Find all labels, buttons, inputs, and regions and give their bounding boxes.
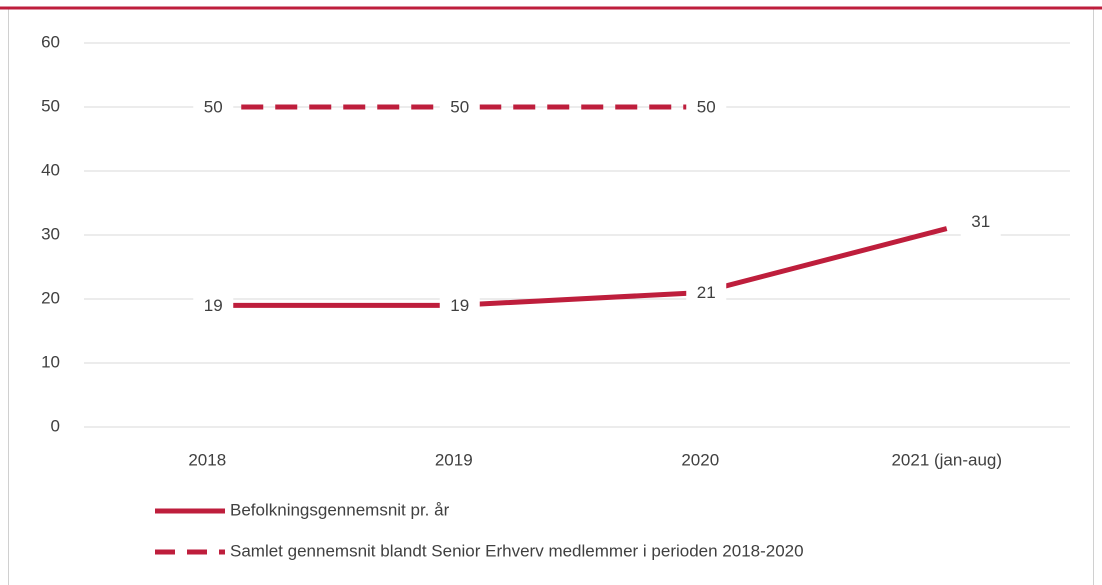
data-label: 21: [697, 283, 716, 302]
data-label: 31: [971, 212, 990, 231]
data-label-bg: [193, 293, 234, 320]
y-tick-label: 20: [41, 288, 60, 307]
lines: [207, 104, 948, 308]
x-tick-label: 2018: [188, 450, 226, 469]
data-label-bg: [193, 95, 234, 121]
x-tick-label: 2021 (jan-aug): [891, 450, 1002, 469]
data-label-bg: [439, 293, 480, 320]
legend-label: Samlet gennemsnit blandt Senior Erhverv …: [230, 541, 804, 560]
data-label: 19: [204, 296, 223, 315]
legend-label: Befolkningsgennemsnit pr. år: [230, 500, 450, 519]
y-tick-label: 60: [41, 32, 60, 51]
y-tick-label: 0: [51, 416, 60, 435]
data-label-bg: [686, 95, 727, 121]
series-line: [207, 226, 948, 308]
grid: 0 10 20 30 40 50 60 2018 2019 2020 2021 (jan-aug): [41, 32, 1070, 469]
data-label-bg: [439, 95, 480, 121]
data-label: 50: [450, 97, 469, 116]
data-label-bg: [686, 280, 727, 307]
y-tick-label: 40: [41, 160, 60, 179]
data-label-bg: [960, 209, 1001, 236]
data-label: 19: [450, 296, 469, 315]
y-tick-label: 30: [41, 224, 60, 243]
data-label: 50: [697, 97, 716, 116]
x-tick-label: 2019: [435, 450, 473, 469]
legend: Befolkningsgennemsnit pr. år Samlet genne…: [155, 500, 804, 560]
x-tick-label: 2020: [681, 450, 719, 469]
y-tick-label: 50: [41, 96, 60, 115]
frame: [8, 7, 1094, 585]
y-tick-label: 10: [41, 352, 60, 371]
labels: 19 19 21 31 50 50 50: [193, 95, 1001, 320]
data-label: 50: [204, 97, 223, 116]
